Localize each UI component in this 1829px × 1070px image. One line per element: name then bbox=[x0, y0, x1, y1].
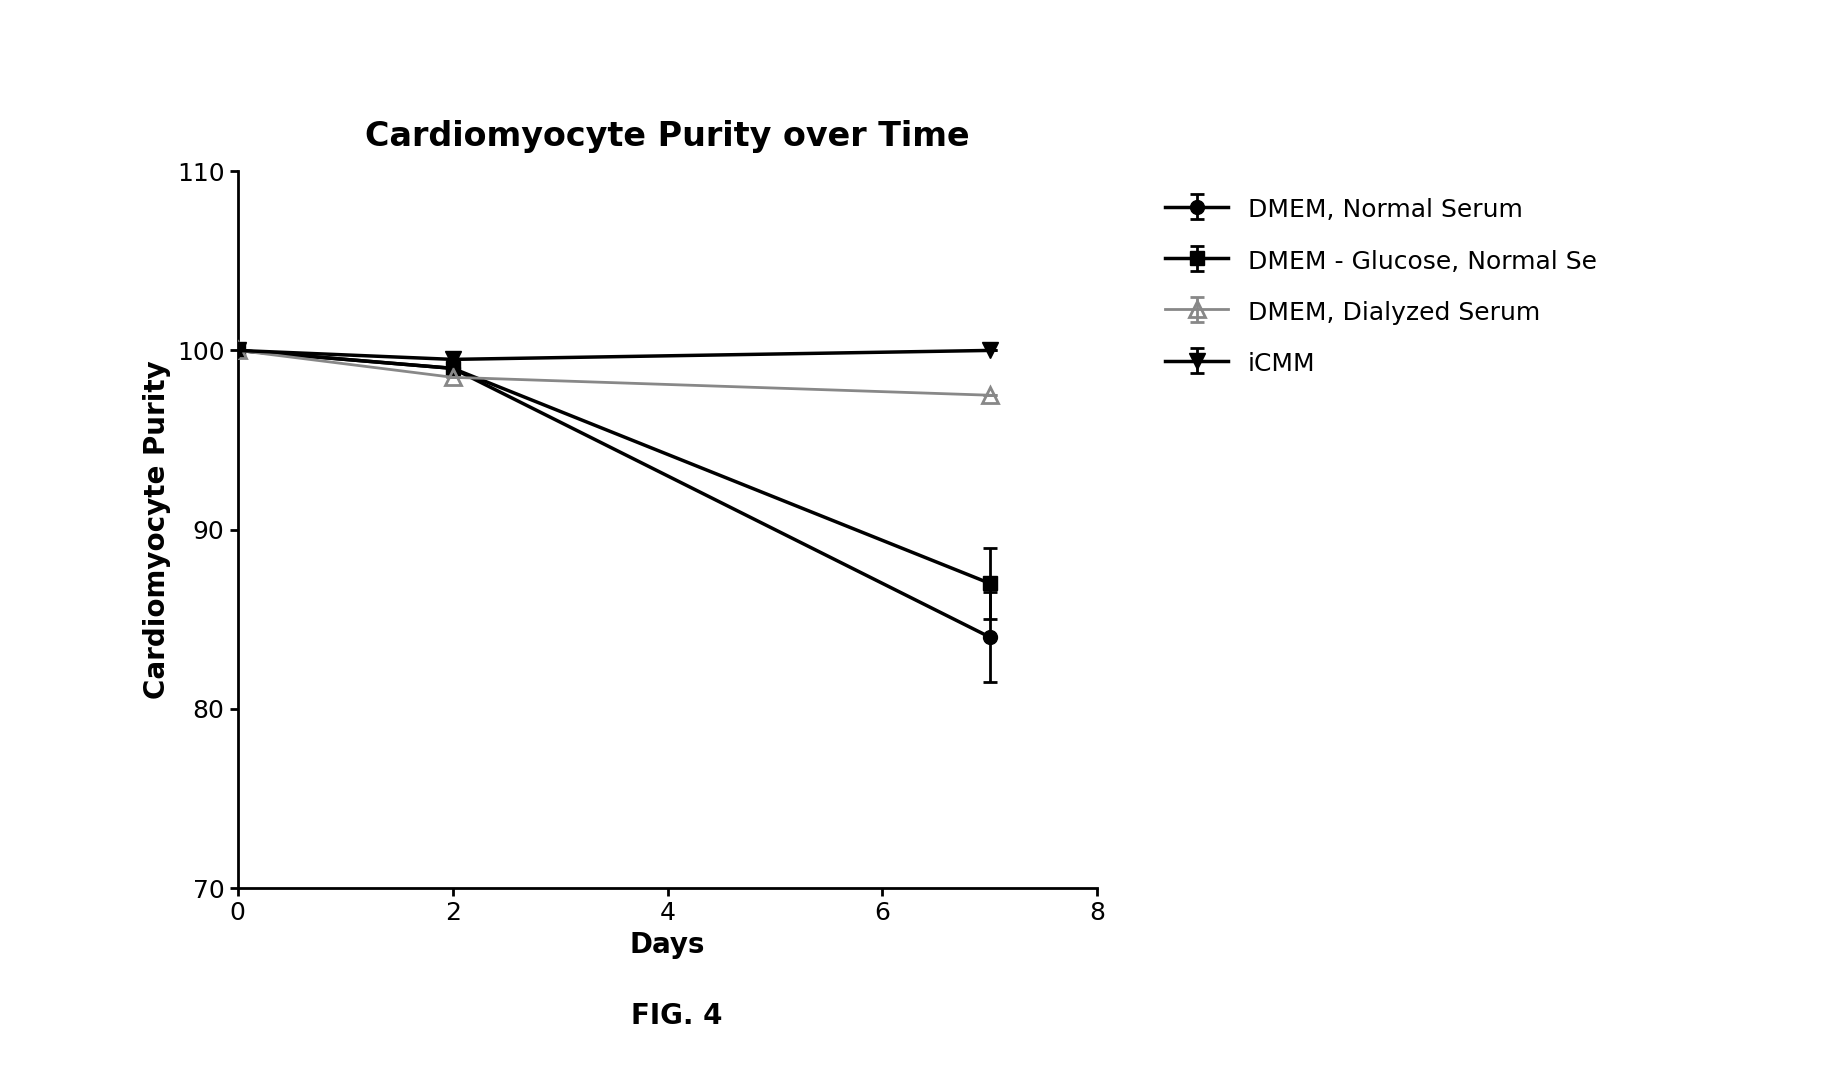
Legend: DMEM, Normal Serum, DMEM - Glucose, Normal Se, DMEM, Dialyzed Serum, iCMM: DMEM, Normal Serum, DMEM - Glucose, Norm… bbox=[1152, 184, 1610, 388]
X-axis label: Days: Days bbox=[629, 931, 706, 959]
Text: FIG. 4: FIG. 4 bbox=[631, 1003, 722, 1030]
Y-axis label: Cardiomyocyte Purity: Cardiomyocyte Purity bbox=[143, 361, 172, 699]
Title: Cardiomyocyte Purity over Time: Cardiomyocyte Purity over Time bbox=[366, 120, 969, 153]
